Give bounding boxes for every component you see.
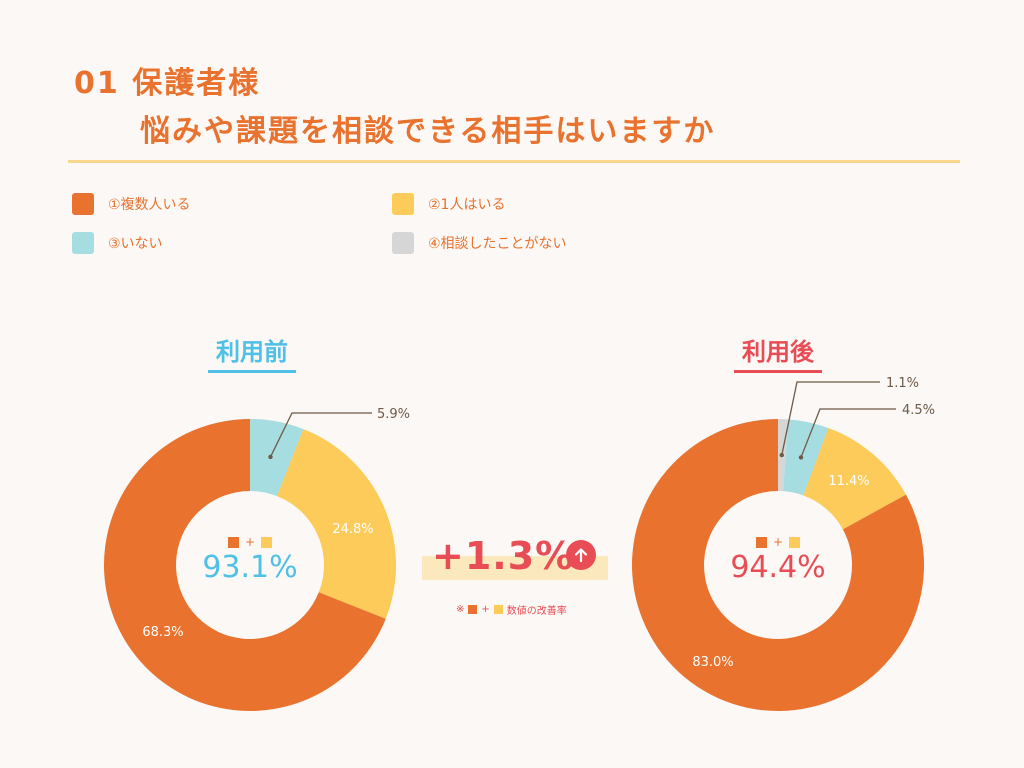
after-center-swatch-multiple: [755, 536, 767, 548]
after-heading: 利用後: [742, 338, 814, 366]
value-label-multiple: 68.3%: [142, 625, 183, 640]
value-label-one: 11.4%: [828, 474, 869, 489]
after-center-plus: +: [772, 535, 784, 549]
value-label-multiple: 83.0%: [692, 655, 733, 670]
legend-item-one: ②1人はいる: [392, 193, 505, 215]
legend-item-multiple: ①複数人いる: [72, 193, 191, 215]
after-heading-underline: [734, 370, 822, 373]
before-center-legend: +: [200, 535, 300, 549]
legend-swatch-never: [392, 232, 414, 254]
note-text: 数値の改善率: [506, 606, 567, 617]
slice-multiple: [632, 419, 924, 712]
up-arrow-icon: [566, 540, 596, 570]
legend-label-none: ③いない: [108, 236, 163, 252]
legend-item-none: ③いない: [72, 232, 163, 254]
value-label-none: 5.9%: [377, 407, 410, 422]
legend-swatch-one: [392, 193, 414, 215]
slice-one: [277, 429, 396, 619]
note-plus: +: [481, 604, 490, 615]
note-prefix: ※: [456, 604, 465, 615]
slice-one: [803, 427, 906, 530]
legend-item-never: ④相談したことがない: [392, 232, 567, 254]
slice-none: [783, 419, 829, 496]
value-label-one: 24.8%: [332, 522, 373, 537]
leader-line-never: [781, 381, 880, 456]
before-heading-underline: [208, 370, 296, 373]
difference-note: ※ + 数値の改善率: [456, 602, 567, 617]
legend-swatch-multiple: [72, 193, 94, 215]
slice-none: [250, 419, 304, 497]
value-label-none: 4.5%: [902, 403, 935, 418]
leader-line-none: [800, 408, 896, 458]
leader-line-none: [269, 412, 372, 458]
note-swatch-one: [493, 605, 503, 614]
before-center-swatch-one: [261, 536, 273, 548]
page-title-line1: 01 保護者様: [74, 66, 261, 101]
before-center-plus: +: [244, 535, 256, 549]
before-center-value: 93.1%: [202, 550, 298, 585]
after-center-legend: +: [728, 535, 828, 549]
slice-multiple: [104, 419, 386, 711]
note-swatch-multiple: [468, 605, 478, 614]
before-center-swatch-multiple: [227, 536, 239, 548]
title-divider: [68, 160, 960, 163]
legend-label-multiple: ①複数人いる: [108, 197, 191, 213]
legend-swatch-none: [72, 232, 94, 254]
before-heading: 利用前: [216, 338, 288, 366]
legend-label-never: ④相談したことがない: [428, 236, 567, 252]
after-center-swatch-one: [789, 536, 801, 548]
page-title-line2: 悩みや課題を相談できる相手はいますか: [140, 114, 716, 149]
after-center-value: 94.4%: [730, 550, 826, 585]
legend-label-one: ②1人はいる: [428, 197, 506, 213]
donut-chart-after: 83.0% 11.4% 4.5% 1.1%: [632, 376, 935, 712]
difference-value: +1.3%: [432, 534, 575, 578]
donut-chart-before: 68.3% 24.8% 5.9%: [104, 407, 410, 711]
value-label-never: 1.1%: [886, 376, 919, 391]
